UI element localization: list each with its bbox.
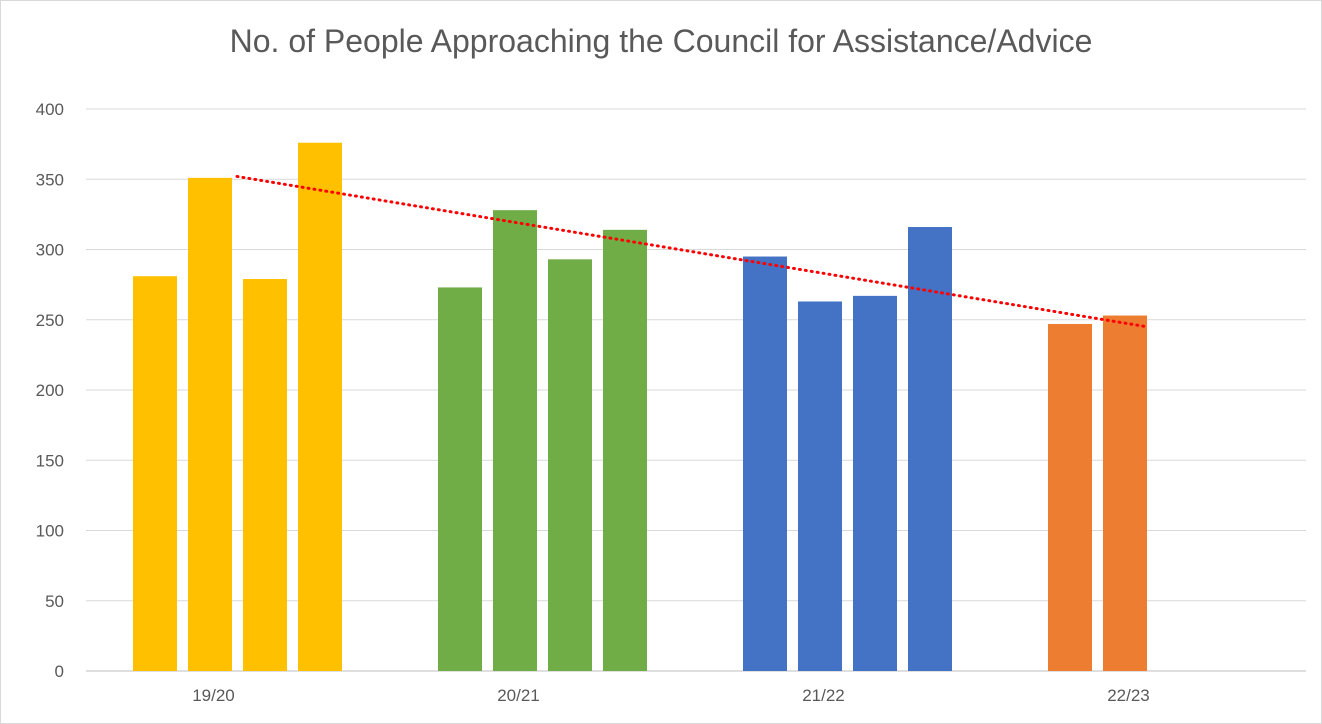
y-tick-label: 50 bbox=[45, 592, 64, 611]
bar bbox=[243, 279, 287, 671]
bar bbox=[798, 301, 842, 671]
y-tick-label: 200 bbox=[36, 381, 64, 400]
y-tick-label: 150 bbox=[36, 451, 64, 470]
y-tick-label: 100 bbox=[36, 522, 64, 541]
bar bbox=[298, 142, 342, 672]
bar bbox=[493, 210, 537, 671]
bars bbox=[133, 142, 1147, 672]
chart-title: No. of People Approaching the Council fo… bbox=[229, 23, 1093, 59]
gridlines bbox=[86, 108, 1306, 672]
x-tick-label: 19/20 bbox=[192, 686, 235, 705]
bar bbox=[133, 276, 177, 671]
x-tick-label: 21/22 bbox=[802, 686, 845, 705]
bar bbox=[188, 177, 232, 671]
bar bbox=[1103, 315, 1147, 671]
bar bbox=[908, 227, 952, 671]
y-tick-label: 0 bbox=[55, 662, 64, 681]
y-tick-label: 250 bbox=[36, 311, 64, 330]
y-tick-label: 400 bbox=[36, 100, 64, 119]
trendline-layer bbox=[235, 174, 1149, 329]
trendline bbox=[235, 174, 1149, 329]
y-axis-ticks: 0 50 100 150 200 250 300 350 400 bbox=[36, 100, 64, 681]
bar bbox=[548, 259, 592, 671]
x-axis-ticks: 19/20 20/21 21/22 22/23 bbox=[192, 686, 1150, 705]
bar bbox=[603, 229, 647, 671]
x-tick-label: 22/23 bbox=[1107, 686, 1150, 705]
y-tick-label: 300 bbox=[36, 241, 64, 260]
bar bbox=[438, 287, 482, 671]
bar bbox=[1048, 323, 1092, 671]
bar bbox=[853, 295, 897, 671]
bar bbox=[743, 256, 787, 671]
y-tick-label: 350 bbox=[36, 170, 64, 189]
x-tick-label: 20/21 bbox=[497, 686, 540, 705]
